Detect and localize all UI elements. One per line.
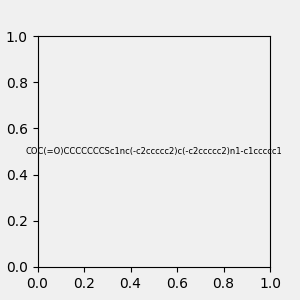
Text: COC(=O)CCCCCCCSc1nc(-c2ccccc2)c(-c2ccccc2)n1-c1ccccc1: COC(=O)CCCCCCCSc1nc(-c2ccccc2)c(-c2ccccc… bbox=[26, 147, 282, 156]
